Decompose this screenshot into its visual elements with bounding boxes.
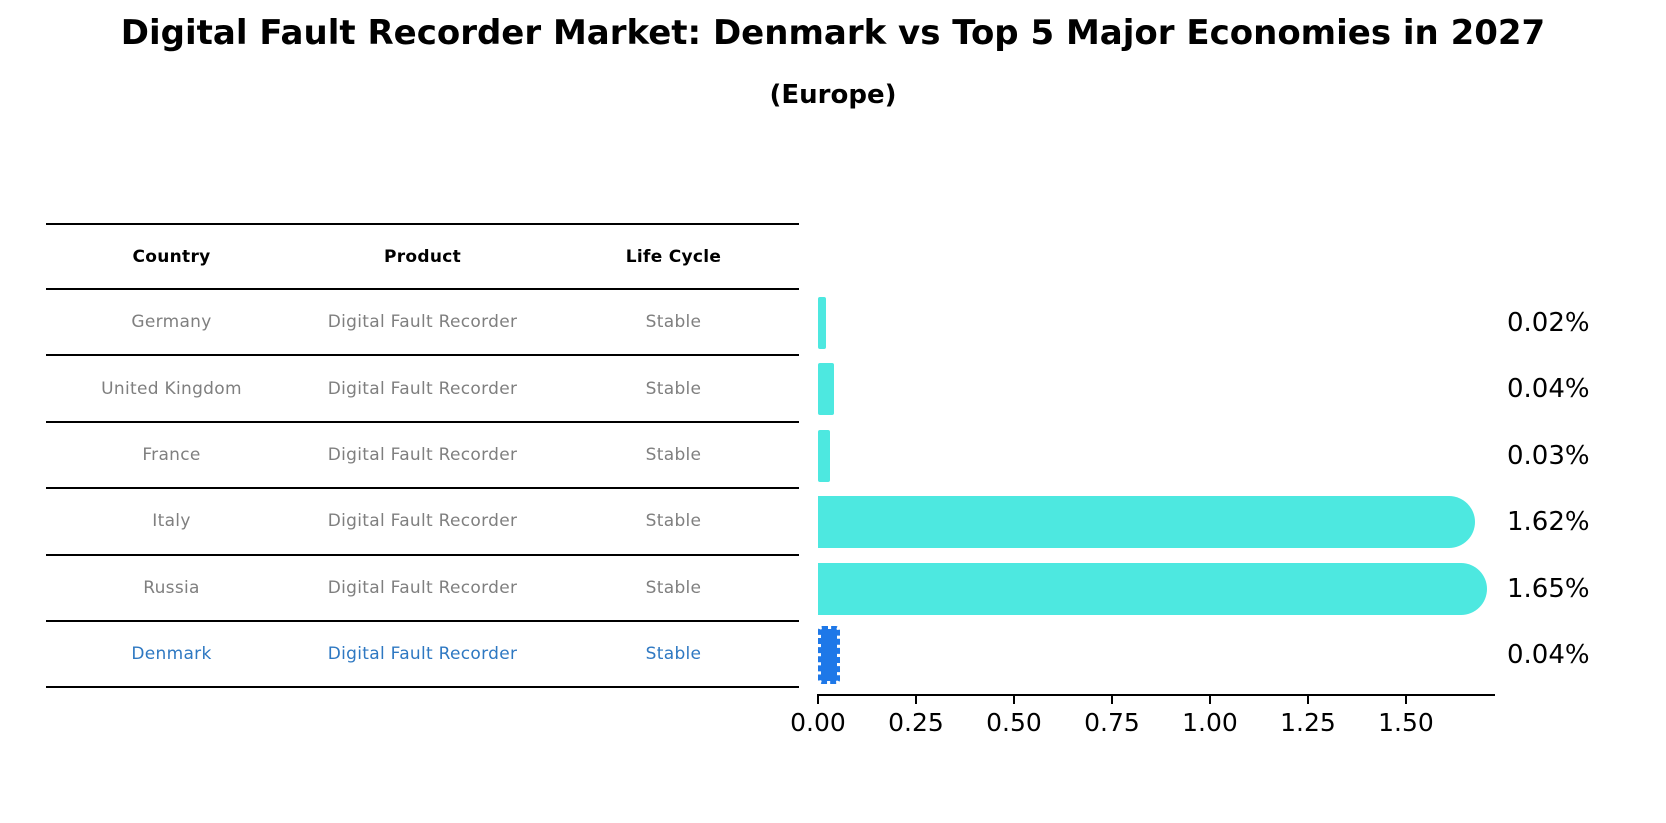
cell-country: United Kingdom xyxy=(101,378,242,399)
bar-denmark xyxy=(818,626,840,684)
x-axis-line xyxy=(817,694,1495,696)
cell-product: Digital Fault Recorder xyxy=(327,444,518,465)
table-row-united-kingdom: United Kingdom Digital Fault Recorder Stab… xyxy=(46,356,799,423)
cell-life-cycle: Stable xyxy=(645,312,702,333)
x-tick-label: 1.50 xyxy=(1378,708,1434,737)
table-row-russia: Russia Digital Fault Recorder Stable xyxy=(46,556,799,622)
cell-product: Digital Fault Recorder xyxy=(327,511,518,532)
cell-life-cycle: Stable xyxy=(645,644,702,665)
cell-life-cycle: Stable xyxy=(645,378,702,399)
x-axis-tick xyxy=(1209,696,1211,704)
bar-value-label-united-kingdom: 0.04% xyxy=(1507,374,1590,404)
x-axis-tick xyxy=(1111,696,1113,704)
x-axis-tick xyxy=(1405,696,1407,704)
bar-value-label-russia: 1.65% xyxy=(1507,573,1590,604)
x-axis-tick xyxy=(1307,696,1309,704)
cell-country: France xyxy=(142,444,201,465)
figure-subtitle: (Europe) xyxy=(769,80,897,110)
x-axis-tick xyxy=(1013,696,1015,704)
bar-value-label-germany: 0.02% xyxy=(1507,308,1590,338)
x-axis-tick xyxy=(915,696,917,704)
x-tick-label: 0.25 xyxy=(888,708,944,737)
bar-germany xyxy=(818,297,826,349)
bar-value-label-denmark: 0.04% xyxy=(1507,640,1590,670)
table-row-france: France Digital Fault Recorder Stable xyxy=(46,423,799,490)
table-row-italy: Italy Digital Fault Recorder Stable xyxy=(46,489,799,556)
x-tick-label: 0.75 xyxy=(1084,708,1140,737)
cell-life-cycle: Stable xyxy=(645,444,702,465)
cell-product: Digital Fault Recorder xyxy=(327,312,518,333)
comparison-table: Country Product Life Cycle Germany Digita… xyxy=(46,223,799,689)
x-tick-label: 0.00 xyxy=(790,708,846,737)
cell-life-cycle: Stable xyxy=(645,511,702,532)
cell-country: Italy xyxy=(152,511,191,532)
cell-product: Digital Fault Recorder xyxy=(327,577,518,598)
table-body: Germany Digital Fault Recorder Stable Unite… xyxy=(46,290,799,689)
bar-united-kingdom xyxy=(818,363,834,415)
x-tick-label: 1.00 xyxy=(1182,708,1238,737)
bar-value-label-france: 0.03% xyxy=(1507,440,1590,471)
table-row-germany: Germany Digital Fault Recorder Stable xyxy=(46,290,799,357)
table-row-denmark: Denmark Digital Fault Recorder Stable xyxy=(46,622,799,689)
cell-life-cycle: Stable xyxy=(645,577,702,598)
x-axis-tick xyxy=(817,696,819,704)
column-header-product: Product xyxy=(383,246,462,267)
bar-italy xyxy=(818,496,1476,548)
x-tick-label: 0.50 xyxy=(986,708,1042,737)
cell-country: Germany xyxy=(131,312,212,333)
bar-value-label-italy: 1.62% xyxy=(1507,507,1590,537)
column-header-country: Country xyxy=(132,246,211,267)
cell-product: Digital Fault Recorder xyxy=(327,378,518,399)
cell-country: Russia xyxy=(143,577,200,598)
column-header-life-cycle: Life Cycle xyxy=(625,246,722,267)
figure-title: Digital Fault Recorder Market: Denmark v… xyxy=(120,13,1546,53)
cell-product: Digital Fault Recorder xyxy=(327,644,518,665)
table-header-row: Country Product Life Cycle xyxy=(46,223,799,290)
bar-russia xyxy=(818,562,1487,615)
cell-country: Denmark xyxy=(131,644,212,665)
x-tick-label: 1.25 xyxy=(1280,708,1336,737)
bar-france xyxy=(818,429,830,482)
